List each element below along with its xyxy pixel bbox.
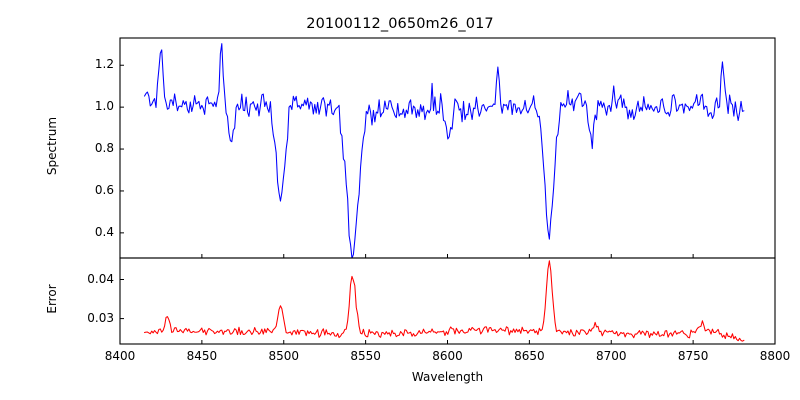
x-axis-label-wavelength: Wavelength: [411, 370, 484, 384]
x-tick-label: 8450: [186, 349, 218, 363]
error-axes-frame: [119, 257, 776, 345]
figure-title: 20100112_0650m26_017: [306, 16, 494, 32]
y-tick-label: 1.0: [94, 99, 114, 114]
error-line: [144, 260, 745, 342]
y-tick-label: 0.03: [87, 310, 114, 325]
x-tick-label: 8500: [268, 349, 300, 363]
y-tick-label: 0.04: [87, 271, 114, 286]
x-tick-label: 8650: [514, 349, 545, 363]
x-tick-label: 8700: [595, 349, 627, 363]
y-tick-label: 0.8: [94, 141, 114, 156]
y-axis-label-error: Error: [45, 284, 59, 314]
x-tick-label: 8800: [759, 349, 791, 363]
y-tick-label: 0.6: [94, 182, 114, 197]
spectrum-line: [144, 43, 745, 258]
x-tick-label: 8400: [104, 349, 136, 363]
x-tick-label: 8600: [432, 349, 463, 363]
x-tick-label: 8750: [677, 349, 709, 363]
spectrum-axes-frame: [119, 37, 776, 259]
y-tick-label: 0.4: [94, 224, 114, 239]
y-tick-label: 1.2: [94, 57, 114, 72]
x-tick-label: 8550: [350, 349, 381, 363]
